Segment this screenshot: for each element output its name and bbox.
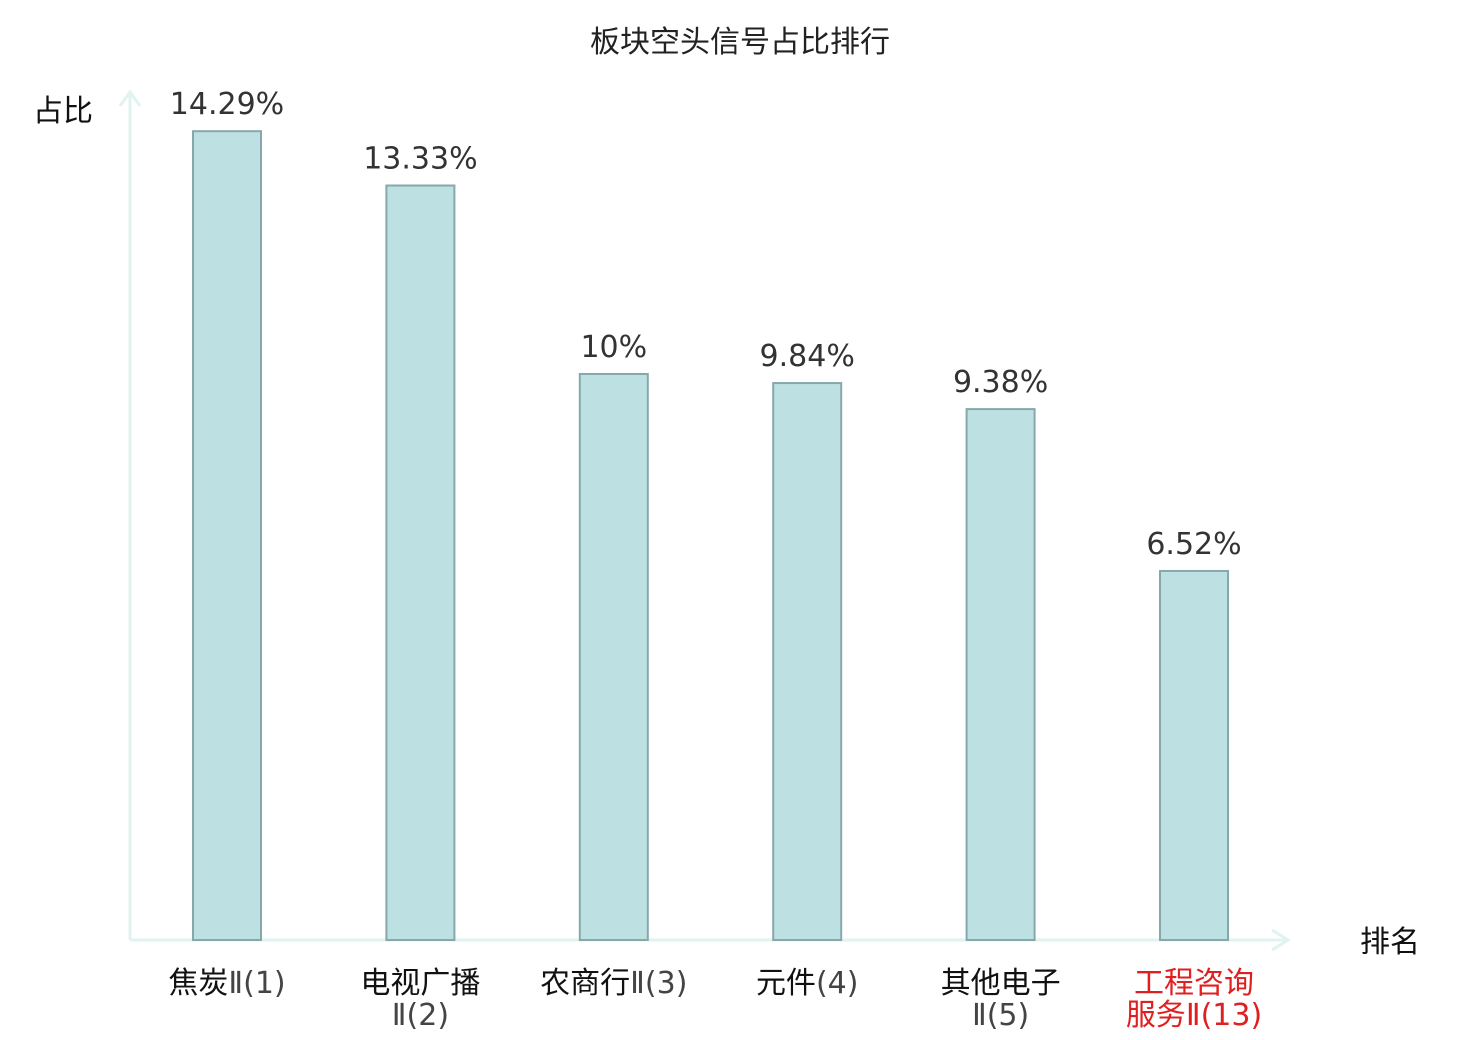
tick-label-part: 农商行 xyxy=(540,966,630,1001)
x-axis-label: 排名 xyxy=(1360,925,1420,960)
tick-label: 农商行Ⅱ(3) xyxy=(540,966,687,1001)
data-label: 9.38% xyxy=(953,365,1048,400)
bar xyxy=(578,373,649,941)
tick-label-part: 焦炭 xyxy=(168,966,228,1001)
tick-label: 焦炭Ⅱ(1) xyxy=(168,966,285,1001)
y-axis-label: 占比 xyxy=(33,94,93,129)
tick-label-line: Ⅱ(5) xyxy=(972,998,1029,1033)
tick-label-line: Ⅱ(2) xyxy=(392,998,449,1033)
tick-label-part: (4) xyxy=(816,966,859,1001)
bars xyxy=(192,130,1229,942)
x-axis xyxy=(130,928,1291,952)
tick-label-part: Ⅱ(13) xyxy=(1186,998,1262,1033)
tick-label-part: 元件 xyxy=(756,966,816,1001)
tick-label: 工程咨询服务Ⅱ(13) xyxy=(1126,966,1262,1033)
tick-label: 元件(4) xyxy=(756,966,859,1001)
bar xyxy=(1159,569,1229,942)
value-labels: 14.29% 13.33% 10% 9.84% 9.38% 6.52% xyxy=(170,87,1242,562)
y-axis xyxy=(118,89,142,940)
chart-title: 板块空头信号占比排行 xyxy=(590,25,890,60)
tick-label-line: 服务Ⅱ(13) xyxy=(1126,998,1262,1033)
tick-label-part: Ⅱ(1) xyxy=(228,966,285,1001)
tick-label-line: 其他电子 xyxy=(941,966,1061,1001)
tick-label-line: 工程咨询 xyxy=(1134,966,1254,1001)
data-label: 9.84% xyxy=(760,339,855,374)
tick-label-line: 电视广播 xyxy=(360,966,480,1001)
tick-label: 电视广播 Ⅱ(2) xyxy=(360,966,480,1033)
category-labels: 焦炭Ⅱ(1) 电视广播 Ⅱ(2) 农商行Ⅱ(3) 元件(4) 其他电子 Ⅱ(5) 工程咨询服务… xyxy=(168,966,1262,1033)
tick-label: 其他电子 Ⅱ(5) xyxy=(941,966,1061,1033)
data-label: 13.33% xyxy=(363,142,477,177)
data-label: 6.52% xyxy=(1146,527,1241,562)
bar xyxy=(192,130,262,942)
bar xyxy=(965,408,1036,942)
data-label: 14.29% xyxy=(170,87,284,122)
tick-label-part: 服务 xyxy=(1126,998,1186,1033)
data-label: 10% xyxy=(580,330,647,365)
tick-label-part: Ⅱ(3) xyxy=(630,966,687,1001)
bar xyxy=(385,184,456,942)
bar xyxy=(772,382,843,941)
